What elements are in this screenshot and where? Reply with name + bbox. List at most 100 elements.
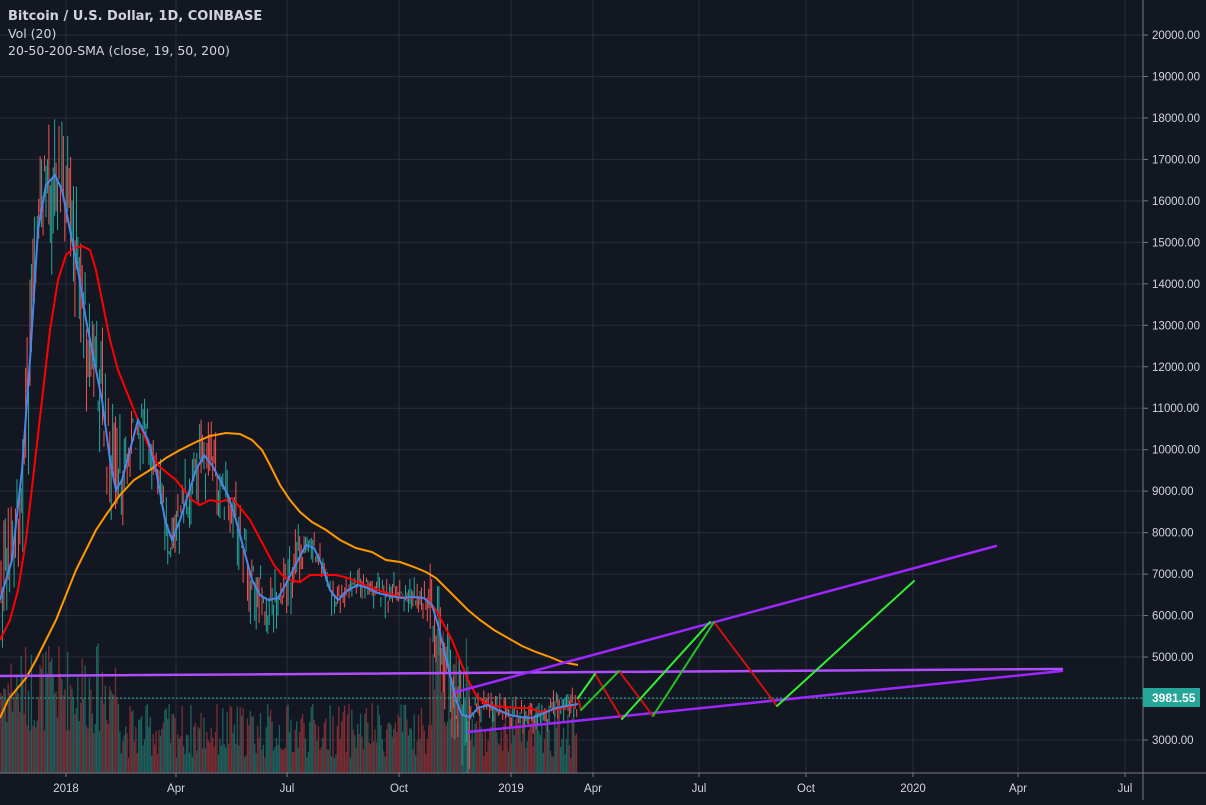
volume-bar bbox=[357, 724, 359, 773]
volume-bar bbox=[236, 706, 238, 773]
volume-bar bbox=[281, 750, 283, 773]
volume-bar bbox=[488, 728, 491, 773]
projection-down-leg[interactable] bbox=[594, 673, 623, 720]
time-axis-pane[interactable] bbox=[0, 773, 1206, 800]
volume-bar bbox=[372, 741, 375, 773]
volume-bar bbox=[502, 750, 504, 773]
volume-bar bbox=[394, 723, 396, 773]
volume-bar bbox=[449, 719, 452, 773]
volume-bar bbox=[97, 643, 99, 773]
volume-bar bbox=[570, 757, 572, 773]
volume-bar bbox=[178, 738, 180, 773]
volume-bar bbox=[275, 737, 278, 773]
volume-bar bbox=[426, 739, 428, 773]
volume-bar bbox=[159, 735, 162, 773]
sma-50-line[interactable] bbox=[0, 244, 577, 714]
volume-bar bbox=[506, 734, 508, 773]
volume-bar bbox=[544, 739, 546, 773]
volume-bar bbox=[74, 714, 76, 773]
volume-bar bbox=[561, 738, 563, 773]
volume-bar bbox=[416, 741, 418, 773]
volume-bar bbox=[504, 705, 507, 773]
projection-up-leg[interactable] bbox=[621, 621, 711, 720]
volume-bar bbox=[296, 721, 298, 773]
volume-bar bbox=[441, 692, 443, 773]
projection-down-leg[interactable] bbox=[713, 621, 778, 707]
volume-bar bbox=[206, 732, 208, 773]
volume-bar bbox=[140, 716, 143, 773]
sma-200-line[interactable] bbox=[0, 431, 579, 719]
volume-bar bbox=[352, 729, 354, 773]
volume-bar bbox=[78, 721, 80, 773]
sma-19-line[interactable] bbox=[0, 173, 579, 720]
volume-bar bbox=[20, 655, 22, 773]
volume-bar bbox=[212, 737, 214, 773]
volume-bar bbox=[573, 714, 575, 773]
volume-bar bbox=[481, 733, 483, 773]
volume-bar bbox=[32, 725, 34, 773]
volume-bar bbox=[404, 704, 407, 773]
volume-bar bbox=[9, 692, 11, 773]
volume-bar bbox=[430, 724, 433, 773]
volume-bar bbox=[314, 724, 317, 773]
volume-bar bbox=[107, 723, 109, 773]
volume-bar bbox=[85, 725, 88, 773]
indicator-sma-label[interactable]: 20-50-200-SMA (close, 19, 50, 200) bbox=[8, 43, 230, 58]
volume-bar bbox=[188, 752, 191, 773]
volume-bar bbox=[36, 720, 38, 773]
volume-bar bbox=[471, 718, 473, 773]
volume-bar bbox=[467, 666, 469, 773]
volume-bar bbox=[345, 751, 347, 773]
channel-upper-trendline[interactable] bbox=[454, 544, 998, 694]
volume-bar bbox=[246, 718, 249, 773]
volume-bar bbox=[122, 741, 124, 773]
volume-bar bbox=[190, 704, 192, 773]
volume-bar bbox=[139, 719, 141, 773]
volume-bar bbox=[256, 726, 259, 773]
volume-bar bbox=[371, 703, 373, 773]
volume-bar bbox=[567, 714, 569, 773]
volume-bar bbox=[565, 739, 568, 773]
user-drawings[interactable] bbox=[0, 544, 1064, 734]
volume-bar bbox=[100, 699, 102, 773]
channel-lower-trendline[interactable] bbox=[466, 669, 1064, 734]
volume-bar bbox=[378, 714, 381, 773]
volume-bar bbox=[94, 724, 96, 773]
volume-bar bbox=[53, 693, 56, 773]
projection-down-leg[interactable] bbox=[577, 697, 582, 711]
projection-up-leg[interactable] bbox=[652, 621, 715, 717]
volume-bar bbox=[248, 725, 250, 773]
symbol-title[interactable]: Bitcoin / U.S. Dollar, 1D, COINBASE bbox=[8, 9, 263, 24]
current-price-badge-bg bbox=[1143, 688, 1200, 707]
price-axis-pane[interactable] bbox=[1143, 0, 1206, 800]
indicator-volume-label[interactable]: Vol (20) bbox=[8, 26, 57, 41]
volume-bar bbox=[126, 733, 128, 773]
volume-bar bbox=[552, 757, 555, 773]
volume-bar bbox=[322, 737, 324, 773]
projection-up-leg[interactable] bbox=[580, 670, 620, 711]
volume-bar bbox=[409, 727, 411, 773]
volume-bar bbox=[19, 711, 21, 773]
volume-bar bbox=[149, 716, 151, 773]
volume-bar bbox=[232, 732, 234, 773]
volume-bar bbox=[191, 756, 193, 773]
volume-bar bbox=[181, 706, 183, 773]
volume-bar bbox=[330, 756, 333, 773]
projection-down-leg[interactable] bbox=[618, 670, 654, 717]
volume-bar bbox=[429, 636, 431, 773]
volume-bar bbox=[193, 726, 195, 773]
price-label: 3000.00 bbox=[1152, 735, 1194, 747]
projection-up-leg[interactable] bbox=[776, 580, 915, 707]
volume-bar bbox=[536, 705, 539, 773]
projection-up-leg[interactable] bbox=[577, 673, 596, 699]
volume-bar bbox=[493, 715, 495, 773]
volume-bar bbox=[42, 653, 44, 773]
volume-bar bbox=[117, 704, 120, 773]
volume-bar bbox=[381, 739, 383, 773]
volume-bar bbox=[348, 703, 350, 773]
volume-bar bbox=[185, 734, 188, 773]
volume-bar bbox=[203, 717, 205, 773]
volume-bar bbox=[35, 727, 37, 773]
